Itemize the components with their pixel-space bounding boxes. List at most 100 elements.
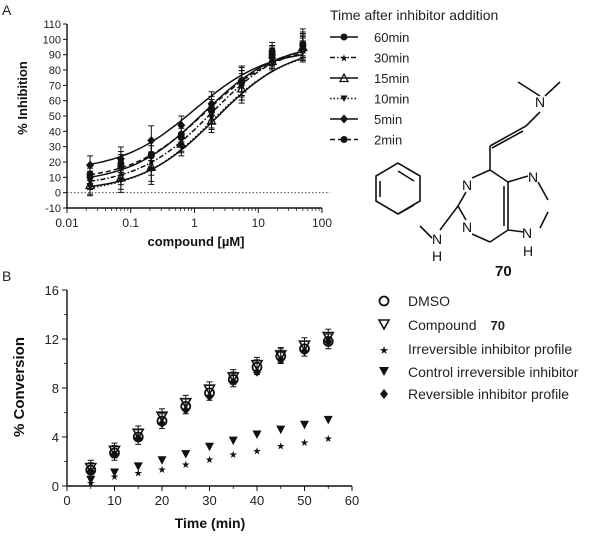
bond: [537, 181, 549, 201]
chart-b-point-control-irreversible-inhibitor: [228, 436, 238, 446]
chart-a-x-tick-label: 0.01: [55, 216, 79, 230]
chart-a-point-2min: [177, 130, 185, 138]
chart-b-point-irreversible-inhibitor-profile: ★: [181, 460, 190, 471]
chart-a-legend-label-60min: 60min: [374, 30, 409, 45]
chart-a-legend-marker-2min: [340, 136, 348, 143]
bond: [457, 191, 467, 207]
chart-b-point-reversible-inhibitor-profile: [253, 367, 261, 377]
legend-compound-label: Compound 70: [408, 317, 505, 333]
chart-a-series-curve-10min: [90, 57, 304, 189]
chart-b-point-irreversible-inhibitor-profile: ★: [158, 465, 167, 476]
bond: [489, 169, 509, 183]
chart-b-point-compound-70: [108, 445, 121, 458]
chart-b-y-tick-label: 4: [52, 430, 59, 445]
bond: [489, 229, 509, 243]
chart-b-point-compound-70: [226, 372, 240, 384]
chart-a-legend-label-15min: 15min: [374, 71, 409, 86]
chart-b-point-compound-70: [131, 428, 145, 440]
chart-b-point-reversible-inhibitor-profile: [158, 419, 166, 429]
chart-b-point-control-irreversible-inhibitor: [252, 430, 262, 440]
chart-b-point-control-irreversible-inhibitor: [300, 420, 309, 430]
chart-a-y-tick-label: 20: [49, 157, 61, 169]
chart-b-point-irreversible-inhibitor-profile: ★: [300, 438, 309, 449]
chart-a-point-2min: [299, 41, 307, 49]
chart-b-point-irreversible-inhibitor-profile: ★: [276, 442, 285, 453]
chart-b-y-tick-label: 8: [52, 381, 59, 396]
chart-b-x-tick-label: 30: [202, 493, 216, 508]
chart-a-y-tick-label: 30: [49, 142, 61, 154]
chart-a-legend-label-5min: 5min: [374, 112, 402, 127]
chart-b-point-compound-70: [298, 340, 311, 352]
chart-a-legend-label-10min: 10min: [374, 92, 409, 107]
chart-b-point-irreversible-inhibitor-profile: ★: [324, 434, 333, 445]
chart-b-y-tick-label: 12: [45, 332, 59, 347]
chart-b-y-tick-label: 0: [52, 479, 59, 494]
bond: [397, 204, 415, 215]
compound-70-structure: [375, 81, 561, 243]
chart-b-x-axis-label: Time (min): [175, 515, 246, 531]
chart-a-y-tick-label: 110: [43, 19, 61, 31]
chart-a-x-tick-label: 1: [191, 216, 198, 230]
bond: [517, 81, 541, 97]
chart-a-y-axis-label: % Inhibition: [15, 61, 30, 135]
chart-a-point-2min: [86, 170, 94, 178]
legend-irreversible-label: Irreversible inhibitor profile: [408, 341, 572, 357]
chart-b-point-compound-70: [203, 384, 216, 396]
chart-a-legend-marker-5min: [340, 114, 348, 124]
bond: [491, 130, 524, 149]
legend-dmso-marker: [378, 295, 390, 307]
chart-a-y-tick-label: 0: [55, 188, 61, 200]
chart-b-point-control-irreversible-inhibitor: [276, 425, 286, 435]
chart-b-point-compound-70: [321, 331, 335, 344]
chart-b-point-reversible-inhibitor-profile: [181, 405, 190, 415]
chart-b-point-irreversible-inhibitor-profile: ★: [134, 469, 143, 480]
bond: [457, 205, 467, 221]
bond: [439, 205, 459, 231]
chart-a-legend-marker-30min: ★: [340, 54, 349, 65]
chart-b-x-tick-label: 60: [345, 493, 359, 508]
chart-b-x-tick-label: 10: [107, 493, 121, 508]
legend-compound-marker: [377, 319, 391, 331]
chart-b-point-reversible-inhibitor-profile: [110, 449, 119, 459]
chart-b-point-control-irreversible-inhibitor: [323, 415, 333, 425]
chart-a-legend-title: Time after inhibitor addition: [330, 7, 498, 23]
chart-a-legend-marker-10min: [340, 95, 348, 102]
legend-compound-prefix: Compound: [408, 317, 477, 333]
chart-a-x-axis-label: compound [µM]: [147, 234, 244, 249]
atom-nh-n: N: [432, 231, 442, 247]
chart-b-x-tick-label: 0: [63, 493, 70, 508]
chart-b-point-reversible-inhibitor-profile: [229, 377, 238, 387]
atom-n7: N: [528, 169, 538, 185]
bond: [507, 175, 529, 183]
chart-b-point-compound-70: [179, 397, 193, 410]
chart-a-y-tick-label: 70: [49, 80, 61, 92]
chart-b-point-reversible-inhibitor-profile: [300, 346, 309, 356]
bond: [397, 170, 415, 182]
chart-a-series-curve-2min: [89, 52, 303, 176]
chart-a: % Inhibition compound [µM] Time after in…: [15, 7, 498, 249]
atom-h9: H: [523, 243, 533, 259]
chart-a-legend-label-30min: 30min: [374, 51, 409, 66]
bond: [507, 229, 525, 233]
chart-b-x-tick-label: 20: [155, 493, 169, 508]
chart-a-y-tick-label: 10: [49, 172, 61, 184]
legend-dmso-label: DMSO: [408, 293, 450, 309]
chart-b-point-compound-70: [250, 359, 264, 372]
chart-b-point-control-irreversible-inhibitor: [205, 442, 214, 452]
chart-b-point-compound-70: [84, 462, 98, 475]
chart-a-y-tick-label: 50: [49, 111, 61, 123]
chart-b-point-reversible-inhibitor-profile: [276, 355, 285, 365]
legend-reversible-marker: [380, 389, 388, 399]
chart-b-point-control-irreversible-inhibitor: [86, 475, 96, 485]
chart-b-point-reversible-inhibitor-profile: [324, 336, 333, 346]
chart-b: % Conversion Time (min) 0 4 8 12 16 0 10 20 30 40…: [11, 283, 359, 531]
bond: [471, 233, 491, 243]
chart-a-point-10min: [177, 143, 185, 151]
atom-n-dimethyl: N: [535, 94, 545, 110]
chart-a-y-tick-label: 40: [49, 126, 61, 138]
chart-a-x-tick-label: 100: [312, 216, 332, 230]
panel-label-a: A: [2, 2, 12, 18]
chart-b-legend: DMSO Compound 70 ★ Irreversible inhibitor…: [377, 293, 579, 402]
bond: [489, 125, 527, 147]
